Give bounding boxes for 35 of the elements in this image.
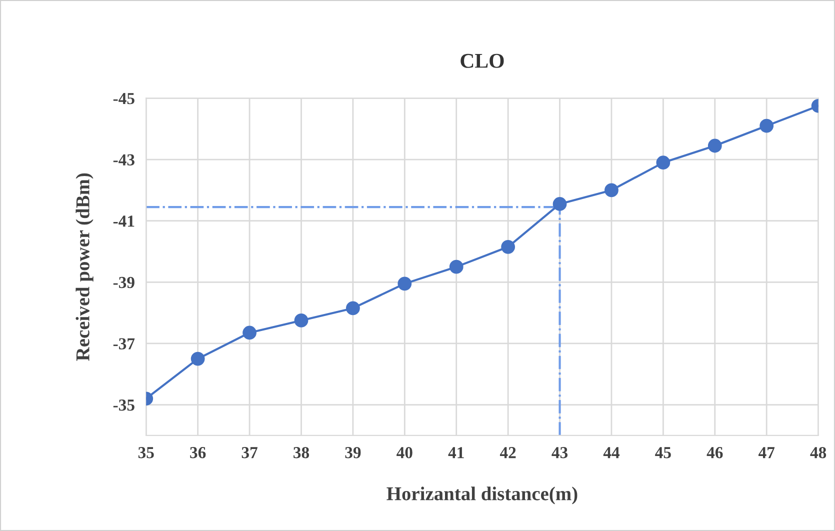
- x-tick-label: 36: [190, 447, 206, 458]
- point: [190, 352, 205, 366]
- x-tick-label: 43: [552, 447, 568, 458]
- point: [604, 183, 618, 198]
- point: [656, 156, 670, 170]
- x-axis-title: Horizantal distance(m): [386, 486, 578, 504]
- y-tick-label: -45: [113, 93, 134, 104]
- y-tick-label: -37: [113, 338, 135, 350]
- y-axis-title: Received power (dBm): [76, 173, 94, 361]
- chart-title: CLO: [460, 54, 504, 68]
- x-tick-label: 35: [138, 447, 154, 458]
- y-tick-label: -43: [113, 154, 134, 166]
- y-tick-label: -41: [113, 216, 134, 227]
- point: [242, 326, 256, 340]
- point: [760, 118, 774, 133]
- x-tick-label: 41: [448, 447, 464, 458]
- x-tick-label: 38: [294, 447, 310, 458]
- point: [708, 138, 722, 153]
- x-tick-label: 48: [810, 447, 826, 458]
- point: [552, 197, 567, 211]
- point: [346, 301, 360, 316]
- x-tick-label: 37: [242, 447, 258, 458]
- x-tick-label: 46: [706, 447, 723, 458]
- x-tick-label: 40: [396, 447, 412, 458]
- point: [294, 314, 308, 328]
- x-tick-label: 45: [655, 447, 671, 458]
- x-tick-label: 42: [500, 447, 516, 458]
- x-tick-label: 47: [758, 447, 775, 458]
- point: [398, 276, 412, 291]
- x-tick-label: 39: [345, 447, 361, 458]
- y-tick-label: -35: [113, 400, 134, 411]
- point: [449, 260, 464, 274]
- point: [501, 240, 516, 254]
- x-tick-label: 44: [603, 447, 620, 458]
- y-tick-label: -39: [113, 276, 134, 288]
